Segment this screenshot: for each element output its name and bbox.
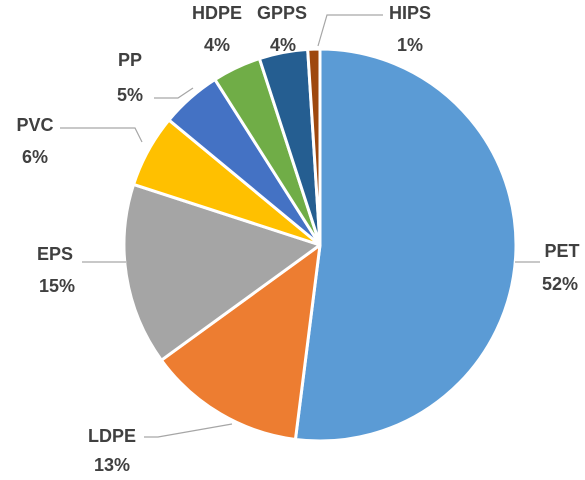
slice-value-label: 13%: [94, 455, 130, 475]
slice-value-label: 4%: [204, 35, 230, 55]
slice-label: PET: [544, 241, 579, 261]
slice-label: HDPE: [192, 3, 242, 23]
leader-line: [154, 87, 194, 99]
slice-label: GPPS: [257, 3, 307, 23]
slice-value-label: 5%: [117, 85, 143, 105]
leader-line: [144, 423, 233, 438]
slice-value-label: 6%: [22, 147, 48, 167]
pie-slice: [293, 47, 518, 443]
labels: PET 52% LDPE 13% EPS 15% PVC 6% PP 5% HDPE 4% GPPS 4%…: [16, 3, 579, 475]
leader-line: [317, 14, 383, 47]
slice-label: LDPE: [88, 426, 136, 446]
pie: [122, 47, 518, 443]
slice-label: PVC: [16, 115, 53, 135]
slice-label: PP: [118, 50, 142, 70]
leader-line: [60, 127, 143, 143]
slice-value-label: 52%: [542, 274, 578, 294]
slice-label: EPS: [37, 244, 73, 264]
slice-label: HIPS: [389, 3, 431, 23]
slice-value-label: 4%: [270, 35, 296, 55]
pie-slice: [122, 182, 322, 362]
pie-slice: [159, 243, 322, 441]
slice-value-label: 15%: [39, 276, 75, 296]
slice-value-label: 1%: [397, 35, 423, 55]
pie-slice: [306, 47, 322, 247]
